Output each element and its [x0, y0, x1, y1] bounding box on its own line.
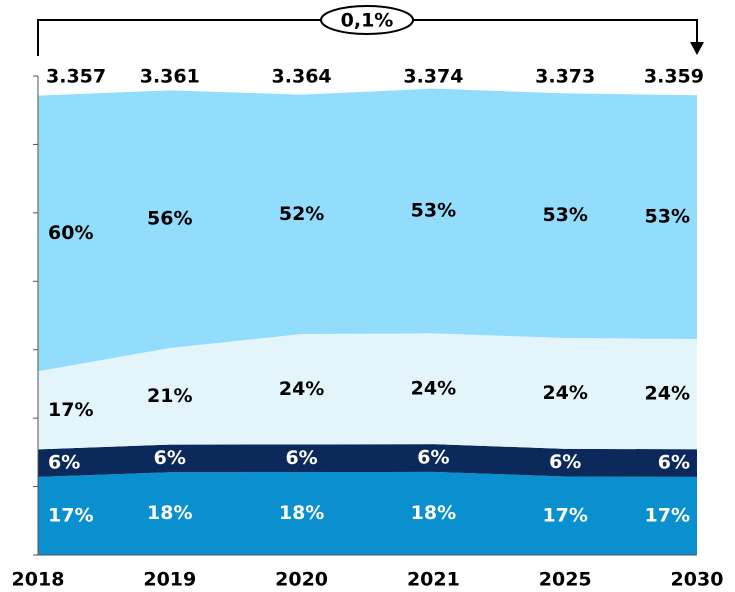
data-label: 6%	[417, 447, 449, 469]
data-label: 17%	[48, 504, 93, 526]
data-label: 52%	[279, 203, 324, 225]
total-label: 3.374	[403, 66, 463, 88]
x-tick-label: 2025	[539, 569, 592, 591]
data-label: 18%	[411, 502, 456, 524]
data-label: 6%	[549, 451, 581, 473]
x-tick-label: 2019	[143, 569, 196, 591]
total-label: 3.357	[46, 66, 106, 88]
data-label: 6%	[48, 452, 80, 474]
data-label: 60%	[48, 222, 93, 244]
data-label: 21%	[147, 385, 192, 407]
x-tick-label: 2018	[12, 569, 65, 591]
arrow-head	[690, 42, 704, 55]
data-label: 56%	[147, 208, 192, 230]
growth-annotation: 0,1%	[37, 5, 704, 56]
data-label: 53%	[645, 206, 690, 228]
data-label: 6%	[658, 452, 690, 474]
annotation-ellipse	[320, 5, 414, 35]
data-label: 17%	[645, 504, 690, 526]
data-label: 24%	[645, 383, 690, 405]
area	[38, 88, 697, 372]
total-label: 3.361	[140, 66, 200, 88]
annotation-text: 0,1%	[341, 10, 394, 32]
area	[38, 471, 697, 555]
total-label: 3.364	[272, 66, 332, 88]
data-label: 24%	[411, 377, 456, 399]
x-tick-label: 2020	[275, 569, 328, 591]
area	[38, 333, 697, 450]
total-label: 3.359	[644, 66, 704, 88]
data-label: 53%	[542, 204, 587, 226]
data-label: 17%	[48, 399, 93, 421]
data-label: 24%	[542, 382, 587, 404]
data-label: 6%	[285, 447, 317, 469]
x-tick-label: 2030	[671, 569, 724, 591]
data-label: 18%	[147, 502, 192, 524]
area	[38, 444, 697, 477]
data-label: 24%	[279, 378, 324, 400]
data-label: 18%	[279, 502, 324, 524]
data-label: 17%	[542, 504, 587, 526]
data-label: 53%	[411, 199, 456, 221]
total-label: 3.373	[535, 66, 595, 88]
x-tick-label: 2021	[407, 569, 460, 591]
data-label: 6%	[154, 447, 186, 469]
